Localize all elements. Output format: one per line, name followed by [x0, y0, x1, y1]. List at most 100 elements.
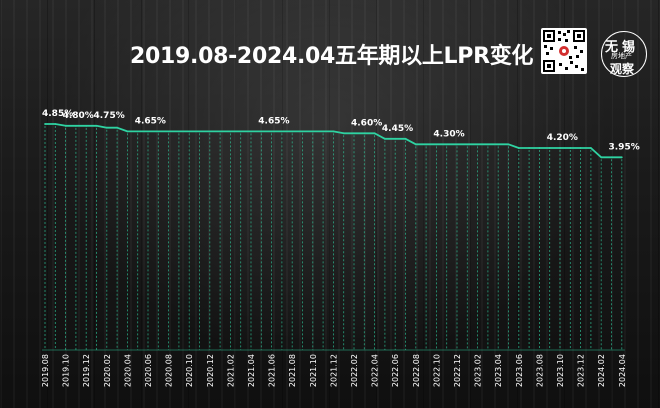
data-point	[322, 130, 324, 133]
data-point	[250, 130, 252, 133]
data-point	[157, 130, 160, 133]
brand-line-1: 无锡	[605, 40, 640, 55]
data-point	[600, 156, 603, 159]
data-label: 4.75%	[94, 111, 125, 121]
x-tick-label: 2021.12	[329, 354, 338, 387]
data-point	[126, 130, 129, 133]
data-point	[208, 130, 211, 133]
data-point	[538, 147, 541, 149]
x-tick-label: 2020.06	[144, 354, 153, 387]
data-label: 4.20%	[547, 133, 578, 143]
data-point	[136, 130, 139, 133]
data-point	[85, 124, 88, 127]
x-tick-label: 2019.08	[41, 354, 50, 387]
data-point	[147, 130, 149, 133]
data-point	[497, 143, 500, 146]
x-tick-label: 2020.02	[103, 354, 112, 387]
data-point	[363, 132, 366, 135]
data-point	[281, 130, 283, 133]
x-tick-label: 2019.10	[62, 354, 71, 387]
data-point	[384, 137, 386, 140]
x-tick-label: 2022.04	[371, 354, 380, 387]
data-label: 4.45%	[382, 124, 413, 134]
data-point	[342, 132, 345, 135]
data-point	[559, 147, 561, 149]
data-point	[394, 137, 397, 140]
x-tick-label: 2021.10	[309, 354, 318, 387]
data-point	[167, 130, 170, 133]
data-point	[353, 132, 355, 135]
x-tick-label: 2021.06	[268, 354, 277, 387]
x-tick-label: 2021.04	[247, 354, 256, 387]
series-line	[45, 123, 622, 159]
data-point	[425, 143, 427, 146]
brand-line-3: 观察	[610, 62, 635, 76]
data-point	[198, 130, 201, 133]
data-point	[270, 130, 273, 133]
x-tick-label: 2020.10	[185, 354, 194, 387]
data-point	[610, 156, 613, 159]
data-point	[188, 130, 191, 133]
data-point	[64, 124, 67, 127]
x-tick-label: 2021.08	[288, 354, 297, 387]
x-tick-label: 2023.04	[494, 354, 503, 387]
data-point	[105, 126, 108, 129]
x-tick-label: 2023.12	[577, 354, 586, 387]
brand-logo: 无锡 房地产 观察	[601, 31, 647, 77]
data-label: 4.60%	[351, 118, 382, 128]
data-label: 4.30%	[433, 129, 464, 139]
data-point	[466, 143, 469, 146]
data-point	[507, 143, 510, 146]
data-point	[435, 143, 438, 146]
data-point	[178, 130, 180, 133]
data-point	[517, 147, 520, 149]
data-point	[75, 124, 77, 127]
x-tick-label: 2022.12	[453, 354, 462, 387]
data-point	[291, 130, 294, 133]
x-tick-label: 2020.04	[123, 354, 132, 387]
data-point	[229, 130, 232, 133]
x-tick-label: 2024.02	[597, 354, 606, 387]
x-tick-label: 2019.12	[82, 354, 91, 387]
data-point	[219, 130, 222, 133]
data-point	[548, 147, 551, 149]
data-point	[95, 124, 98, 127]
x-tick-label: 2021.02	[226, 354, 235, 387]
data-point	[445, 143, 448, 146]
data-label: 4.65%	[258, 116, 289, 126]
chart-title: 2019.08-2024.04五年期以上LPR变化	[130, 44, 534, 69]
data-point	[590, 147, 592, 149]
data-point	[44, 123, 46, 125]
data-point	[373, 132, 376, 135]
x-tick-label: 2022.08	[412, 354, 421, 387]
x-tick-label: 2020.08	[165, 354, 174, 387]
data-point	[404, 137, 407, 140]
data-label: 3.95%	[609, 142, 640, 152]
data-point	[487, 143, 489, 146]
data-point	[311, 130, 314, 133]
x-tick-label: 2023.08	[535, 354, 544, 387]
data-point	[414, 143, 417, 146]
data-point	[239, 130, 242, 133]
data-label: 4.65%	[135, 116, 166, 126]
data-point	[332, 130, 335, 133]
x-tick-label: 2022.10	[432, 354, 441, 387]
x-tick-label: 2022.02	[350, 354, 359, 387]
x-tick-label: 2023.06	[515, 354, 524, 387]
data-point	[260, 130, 263, 133]
data-point	[456, 143, 458, 146]
data-label: 4.85%	[42, 109, 73, 119]
x-tick-label: 2024.04	[618, 354, 627, 387]
data-point	[569, 147, 572, 149]
data-point	[528, 147, 530, 149]
x-tick-label: 2020.12	[206, 354, 215, 387]
x-tick-label: 2023.10	[556, 354, 565, 387]
data-point	[116, 126, 118, 129]
data-point	[579, 147, 582, 149]
data-point	[476, 143, 479, 146]
data-point	[301, 130, 304, 133]
qr-code-icon[interactable]	[541, 28, 587, 74]
data-point	[54, 123, 57, 125]
x-tick-label: 2022.06	[391, 354, 400, 387]
